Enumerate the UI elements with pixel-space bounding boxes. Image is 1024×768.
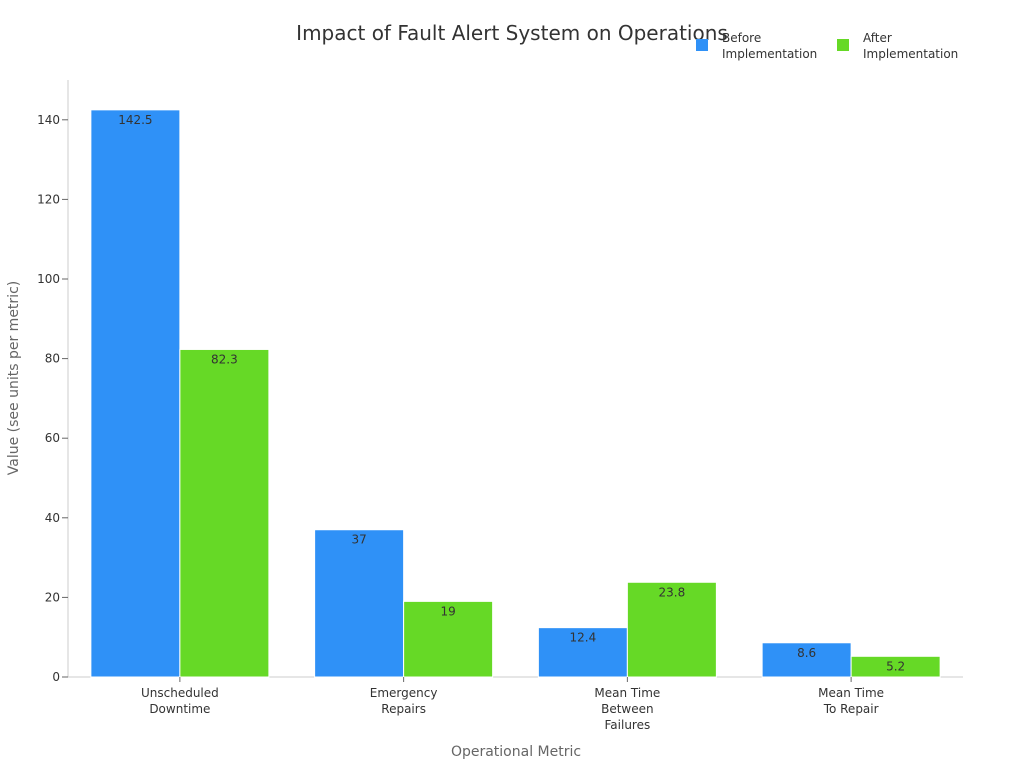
chart-title: Impact of Fault Alert System on Operatio… [296,21,728,45]
x-tick-label-line: Repairs [381,702,426,716]
x-axis-title: Operational Metric [451,744,581,760]
x-tick-label: Unscheduled Downtime [141,686,219,716]
legend-label-line: After [863,31,892,45]
y-tick-label: 140 [37,113,60,127]
x-tick-label-line: Mean Time [818,686,884,700]
bar [626,581,717,678]
y-tick-label: 80 [45,352,60,366]
bar [314,529,405,678]
data-label: 19 [440,604,455,618]
y-tick-label: 120 [37,192,60,206]
y-tick-label: 20 [45,590,60,604]
x-tick-label-line: Failures [605,718,651,732]
x-tick-label-line: Emergency [370,686,438,700]
legend-label: After Implementation [863,31,958,61]
x-tick-label: Mean Time To Repair [818,686,884,716]
x-tick-label-line: To Repair [823,702,879,716]
y-tick-label: 100 [37,272,60,286]
data-label: 142.5 [118,113,152,127]
legend-label-line: Before [722,31,761,45]
x-tick-label-line: Unscheduled [141,686,219,700]
y-tick-label: 0 [52,670,60,684]
plot-area: 0 20 40 60 80 100 120 140 142.5 82.3 Unscheduled Do… [37,80,963,732]
bar [403,600,494,678]
y-tick-label: 40 [45,511,60,525]
bar [850,655,941,678]
data-label: 23.8 [659,585,686,599]
x-tick-label-line: Between [601,702,654,716]
data-label: 5.2 [886,659,905,673]
data-label: 82.3 [211,352,238,366]
y-tick-label: 60 [45,431,60,445]
legend-swatch [696,39,708,51]
legend-swatch [837,39,849,51]
x-tick-label: Mean Time Between Failures [594,686,660,732]
legend-label-line: Implementation [722,47,817,61]
bar [179,348,270,678]
data-label: 37 [351,533,366,547]
x-tick-label-line: Mean Time [594,686,660,700]
legend-label: Before Implementation [722,31,817,61]
legend: Before Implementation After Implementation [696,31,958,61]
y-axis-title: Value (see units per metric) [6,281,22,475]
data-label: 12.4 [570,631,597,645]
bar [537,627,628,678]
bar [761,642,852,678]
x-tick-label: Emergency Repairs [370,686,438,716]
data-label: 8.6 [797,646,816,660]
bar [90,109,181,678]
x-tick-label-line: Downtime [149,702,210,716]
legend-label-line: Implementation [863,47,958,61]
